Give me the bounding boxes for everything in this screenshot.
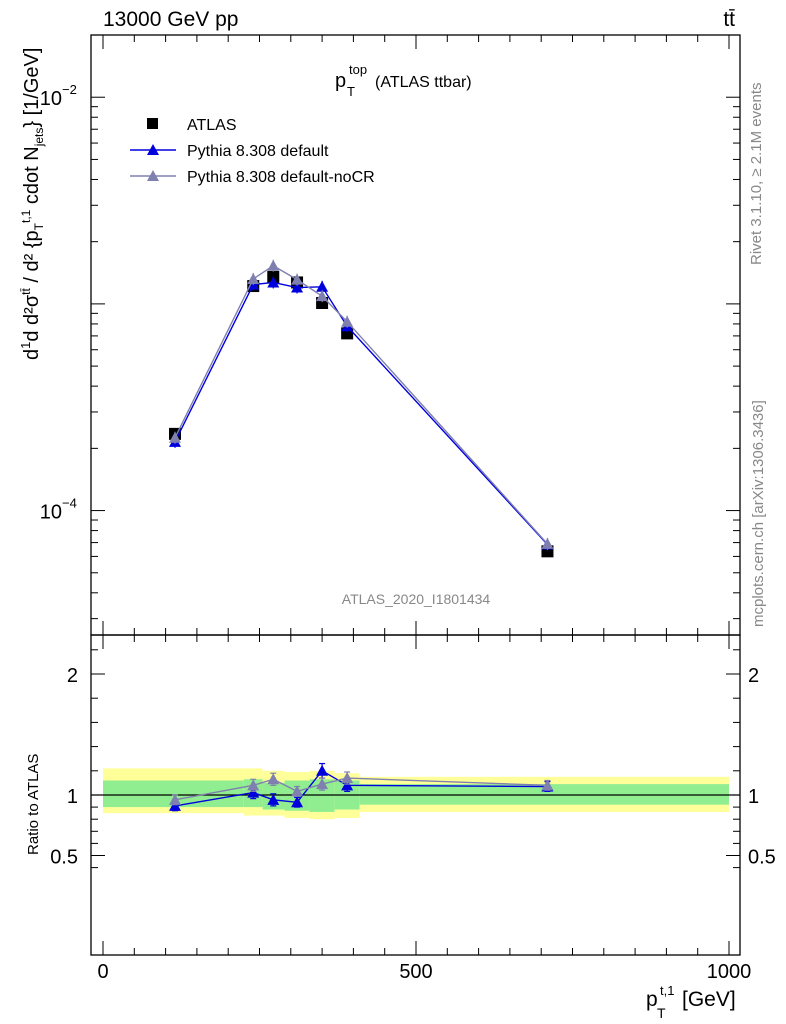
- ratio-nocr-point: [341, 772, 354, 784]
- legend-nocr-marker: [147, 170, 159, 181]
- ratio-default-point: [316, 764, 329, 776]
- ratio-y-tick-label-right: 2: [748, 665, 759, 687]
- x-tick-label: 1000: [707, 961, 752, 983]
- ratio-nocr-point: [291, 785, 304, 797]
- plot-title: p: [335, 70, 346, 92]
- ratio-y-tick-label: 0.5: [50, 847, 78, 869]
- legend-default-label: Pythia 8.308 default: [187, 143, 329, 160]
- plot-title-sup: top: [349, 62, 367, 77]
- nocr-point: [316, 290, 329, 302]
- svg-text:d1d d²σtt̄ / d² {pTt,1 cdot N: d1d d²σtt̄ / d² {pTt,1 cdot Njets} [1/Ge…: [18, 48, 46, 360]
- svg-text:p: p: [646, 988, 658, 1011]
- legend: ATLAS Pythia 8.308 default Pythia 8.308 …: [130, 117, 375, 186]
- mcplots-label: mcplots.cern.ch [arXiv:1306.3436]: [750, 400, 767, 627]
- rivet-label: Rivet 3.1.10, ≥ 2.1M events: [748, 83, 765, 266]
- y-tick-label-exp: −2: [62, 82, 77, 97]
- ratio-default-point: [168, 799, 181, 811]
- nocr-point: [247, 272, 260, 284]
- legend-atlas-marker: [147, 118, 158, 129]
- main-ylabel: d1d d²σtt̄ / d² {pTt,1 cdot Njets} [1/Ge…: [18, 48, 46, 360]
- ratio-default-point: [267, 793, 280, 805]
- svg-text:t,1: t,1: [660, 983, 674, 998]
- nocr-point: [267, 259, 280, 271]
- nocr-point: [341, 315, 354, 327]
- x-tick-label: 0: [97, 961, 108, 983]
- ratio-default-point: [291, 796, 304, 808]
- legend-atlas-label: ATLAS: [187, 117, 237, 134]
- ratio-nocr-point: [247, 779, 260, 791]
- ratio-y-tick-label-right: 1: [748, 786, 759, 808]
- series-default-line: [174, 281, 548, 546]
- nocr-point: [168, 431, 181, 443]
- ratio-y-tick-label-right: 0.5: [748, 847, 776, 869]
- x-tick-label: 500: [399, 961, 432, 983]
- default-point: [291, 281, 304, 293]
- plot-title-suffix: (ATLAS ttbar): [375, 74, 472, 91]
- legend-default-marker: [147, 144, 159, 155]
- x-axis-label: p T t,1 [GeV]: [646, 983, 736, 1021]
- nocr-point: [291, 273, 304, 285]
- ratio-ylabel: Ratio to ATLAS: [25, 754, 42, 855]
- legend-nocr-label: Pythia 8.308 default-noCR: [187, 169, 375, 186]
- ratio-nocr-point: [541, 779, 554, 791]
- ratio-nocr-point: [168, 793, 181, 805]
- svg-text:T: T: [657, 1005, 666, 1021]
- nocr-point: [541, 537, 554, 549]
- y-tick-label-exp: −4: [62, 496, 77, 511]
- y-tick-label: 10: [40, 502, 62, 524]
- default-point: [316, 280, 329, 292]
- plot-title-sub: T: [347, 84, 355, 99]
- ratio-default-point: [341, 779, 354, 791]
- series-nocr-line: [174, 264, 548, 545]
- ratio-nocr-point: [267, 773, 280, 785]
- header-right: tt̄: [723, 8, 735, 31]
- header-left: 13000 GeV pp: [103, 8, 238, 31]
- ratio-default-point: [247, 786, 260, 798]
- y-tick-label: 10: [40, 88, 62, 110]
- svg-text:[GeV]: [GeV]: [682, 988, 736, 1011]
- ratio-band-inner: [359, 784, 729, 805]
- default-point: [267, 276, 280, 288]
- ratio-y-tick-label: 2: [67, 665, 78, 687]
- ratio-y-tick-label: 1: [67, 786, 78, 808]
- ratio-nocr-point: [316, 778, 329, 790]
- analysis-watermark: ATLAS_2020_I1801434: [342, 591, 491, 607]
